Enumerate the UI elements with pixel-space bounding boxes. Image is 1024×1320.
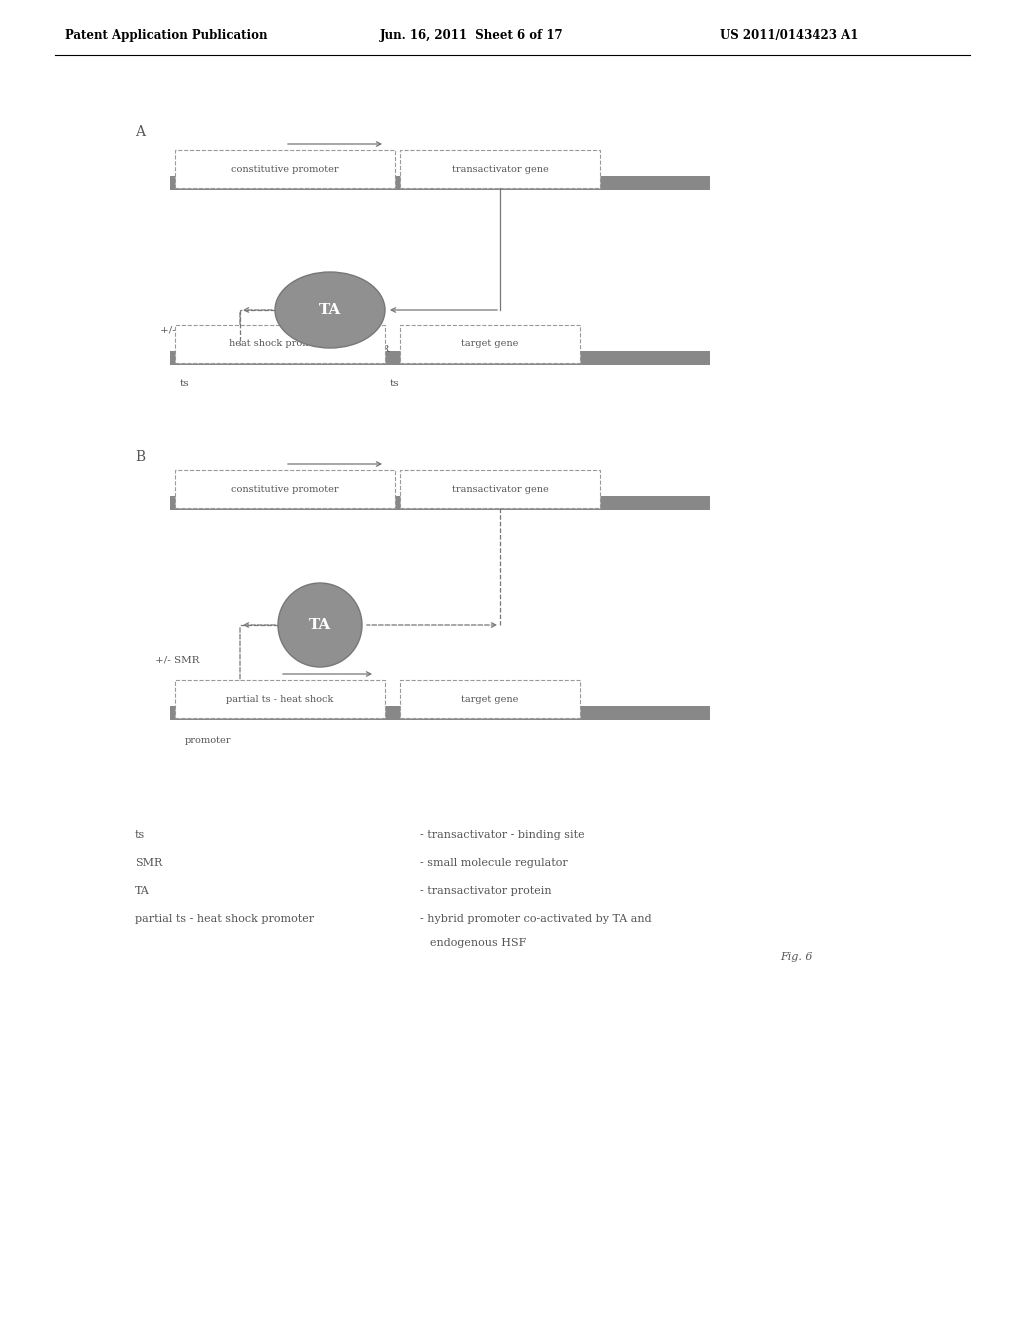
Bar bbox=[400, 680, 580, 718]
Ellipse shape bbox=[278, 583, 362, 667]
Text: A: A bbox=[135, 125, 145, 139]
Text: transactivator gene: transactivator gene bbox=[452, 484, 549, 494]
Text: transactivator gene: transactivator gene bbox=[452, 165, 549, 173]
Text: - hybrid promoter co-activated by TA and: - hybrid promoter co-activated by TA and bbox=[420, 913, 651, 924]
Text: +/- SMR: +/- SMR bbox=[345, 345, 389, 354]
Text: ts: ts bbox=[135, 830, 145, 840]
Text: - small molecule regulator: - small molecule regulator bbox=[420, 858, 567, 869]
Text: - transactivator protein: - transactivator protein bbox=[420, 886, 552, 896]
Text: partial ts - heat shock promoter: partial ts - heat shock promoter bbox=[135, 913, 314, 924]
Bar bbox=[170, 496, 710, 510]
Bar bbox=[400, 150, 600, 187]
Text: heat shock promoter: heat shock promoter bbox=[228, 339, 332, 348]
Text: ts: ts bbox=[390, 379, 399, 388]
Text: Jun. 16, 2011  Sheet 6 of 17: Jun. 16, 2011 Sheet 6 of 17 bbox=[380, 29, 563, 41]
Text: target gene: target gene bbox=[462, 339, 519, 348]
Bar bbox=[175, 680, 385, 718]
Bar bbox=[175, 325, 385, 363]
Text: SMR: SMR bbox=[135, 858, 162, 869]
Text: US 2011/0143423 A1: US 2011/0143423 A1 bbox=[720, 29, 858, 41]
Text: promoter: promoter bbox=[185, 737, 231, 744]
Text: +/- SMR: +/- SMR bbox=[155, 656, 200, 664]
Text: endogenous HSF: endogenous HSF bbox=[430, 939, 526, 948]
Text: partial ts - heat shock: partial ts - heat shock bbox=[226, 694, 334, 704]
Text: TA: TA bbox=[318, 304, 341, 317]
Text: - transactivator - binding site: - transactivator - binding site bbox=[420, 830, 585, 840]
Bar bbox=[400, 325, 580, 363]
Bar bbox=[175, 150, 395, 187]
Text: +/- SMR: +/- SMR bbox=[160, 326, 205, 334]
Bar bbox=[400, 470, 600, 508]
Text: TA: TA bbox=[135, 886, 150, 896]
Bar bbox=[170, 706, 710, 719]
Text: Patent Application Publication: Patent Application Publication bbox=[65, 29, 267, 41]
Bar bbox=[175, 470, 395, 508]
Text: ts: ts bbox=[180, 379, 189, 388]
Bar bbox=[170, 351, 710, 366]
Bar bbox=[170, 176, 710, 190]
Text: constitutive promoter: constitutive promoter bbox=[231, 165, 339, 173]
Text: Fig. 6: Fig. 6 bbox=[780, 952, 812, 962]
Text: constitutive promoter: constitutive promoter bbox=[231, 484, 339, 494]
Ellipse shape bbox=[275, 272, 385, 348]
Text: B: B bbox=[135, 450, 145, 465]
Text: TA: TA bbox=[309, 618, 331, 632]
Text: target gene: target gene bbox=[462, 694, 519, 704]
